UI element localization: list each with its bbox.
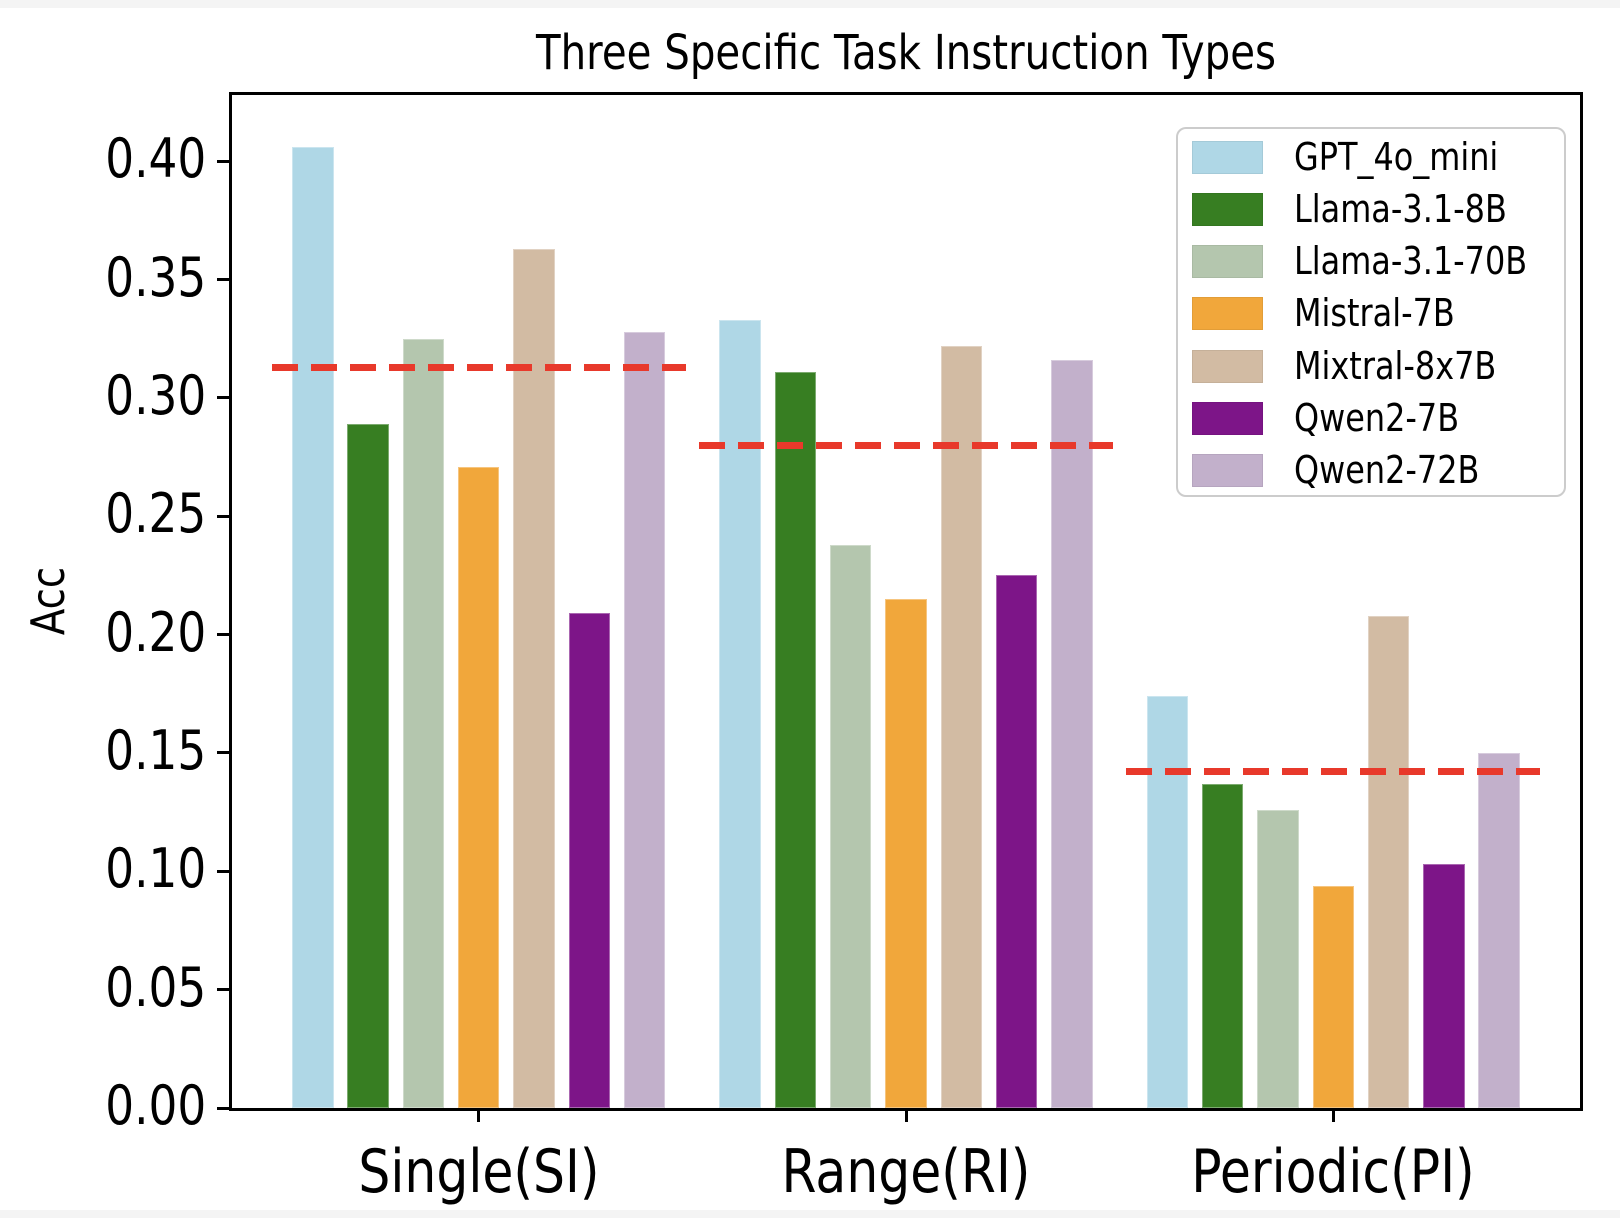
bar-gpt-4o-mini-single-si [292,147,334,1108]
bar-gpt-4o-mini-range-ri [719,319,761,1108]
bar-llama-3-1-70b-periodic-pi [1257,809,1299,1108]
y-tick [217,988,232,992]
legend-row-qwen2-7b: Qwen2-7B [1178,396,1564,441]
legend-label-qwen2-7b: Qwen2-7B [1294,396,1460,441]
bar-mixtral-8x7b-range-ri [940,345,983,1108]
legend-swatch-llama-3-1-70b [1192,245,1263,279]
mean-line-single-si [271,363,686,371]
bar-qwen2-72b-single-si [623,331,666,1108]
legend-row-llama-3-1-8b: Llama-3.1-8B [1178,187,1564,232]
x-tick [904,1108,908,1122]
bar-gpt-4o-mini-periodic-pi [1146,696,1189,1108]
y-tick [217,1106,232,1110]
bar-qwen2-7b-single-si [568,613,611,1108]
legend-row-mistral-7b: Mistral-7B [1178,291,1564,336]
screenshot-edge-bottom [0,1210,1620,1218]
bar-qwen2-72b-range-ri [1051,360,1093,1108]
bar-qwen2-7b-range-ri [995,575,1038,1108]
y-tick-label: 0.20 [105,600,206,664]
bar-mistral-7b-periodic-pi [1312,885,1355,1108]
x-tick [1331,1108,1335,1122]
y-tick [217,159,232,163]
y-tick-label: 0.25 [105,482,206,546]
x-tick [477,1108,481,1122]
legend-row-mixtral-8x7b: Mixtral-8x7B [1178,343,1564,388]
y-tick-label: 0.40 [105,127,206,191]
mean-line-periodic-pi [1126,768,1541,776]
y-tick [217,278,232,282]
y-tick-label: 0.05 [105,955,206,1019]
mean-line-range-ri [699,441,1113,449]
legend-swatch-mixtral-8x7b [1192,349,1263,383]
x-tick-label-single-si: Single(SI) [358,1137,600,1207]
legend-label-qwen2-72b: Qwen2-72B [1294,448,1480,493]
y-tick-label: 0.35 [105,245,206,309]
legend-label-llama-3-1-70b: Llama-3.1-70B [1294,239,1528,284]
legend-label-mixtral-8x7b: Mixtral-8x7B [1294,343,1497,388]
y-tick [217,751,232,755]
bar-qwen2-7b-periodic-pi [1423,864,1465,1108]
bar-llama-3-1-70b-range-ri [829,544,872,1108]
legend-swatch-qwen2-7b [1192,402,1263,435]
screenshot-edge-top [0,0,1620,8]
bar-llama-3-1-70b-single-si [402,338,445,1108]
y-tick [217,633,232,637]
legend-row-llama-3-1-70b: Llama-3.1-70B [1178,239,1564,284]
x-tick-label-periodic-pi: Periodic(PI) [1191,1137,1476,1207]
legend-swatch-mistral-7b [1192,297,1263,331]
legend-swatch-llama-3-1-8b [1192,192,1263,226]
y-tick-label: 0.00 [105,1073,206,1137]
legend-swatch-qwen2-72b [1192,454,1263,488]
bar-mixtral-8x7b-single-si [513,248,555,1108]
legend-swatch-gpt-4o-mini [1192,140,1263,174]
bar-llama-3-1-8b-range-ri [774,371,817,1108]
y-axis-label: Acc [21,566,75,636]
legend-label-mistral-7b: Mistral-7B [1294,291,1455,336]
legend-row-gpt-4o-mini: GPT_4o_mini [1178,134,1564,179]
legend-label-gpt-4o-mini: GPT_4o_mini [1294,134,1499,179]
y-tick [217,396,232,400]
bar-mistral-7b-range-ri [885,599,927,1108]
bar-mixtral-8x7b-periodic-pi [1367,615,1410,1108]
y-tick-label: 0.10 [105,837,206,901]
y-tick-label: 0.15 [105,718,206,782]
bar-llama-3-1-8b-single-si [347,424,389,1108]
legend-label-llama-3-1-8b: Llama-3.1-8B [1294,187,1507,232]
x-tick-label-range-ri: Range(RI) [781,1137,1031,1207]
y-tick [217,514,232,518]
legend: GPT_4o_mini Llama-3.1-8B Llama-3.1-70B Mist… [1176,127,1566,497]
bar-llama-3-1-8b-periodic-pi [1201,783,1244,1108]
legend-row-qwen2-72b: Qwen2-72B [1178,448,1564,493]
y-tick-label: 0.30 [105,363,206,427]
y-tick [217,869,232,873]
bar-qwen2-72b-periodic-pi [1478,752,1520,1108]
chart-title: Three Specific Task Instruction Types [535,25,1277,81]
bar-mistral-7b-single-si [457,466,500,1108]
